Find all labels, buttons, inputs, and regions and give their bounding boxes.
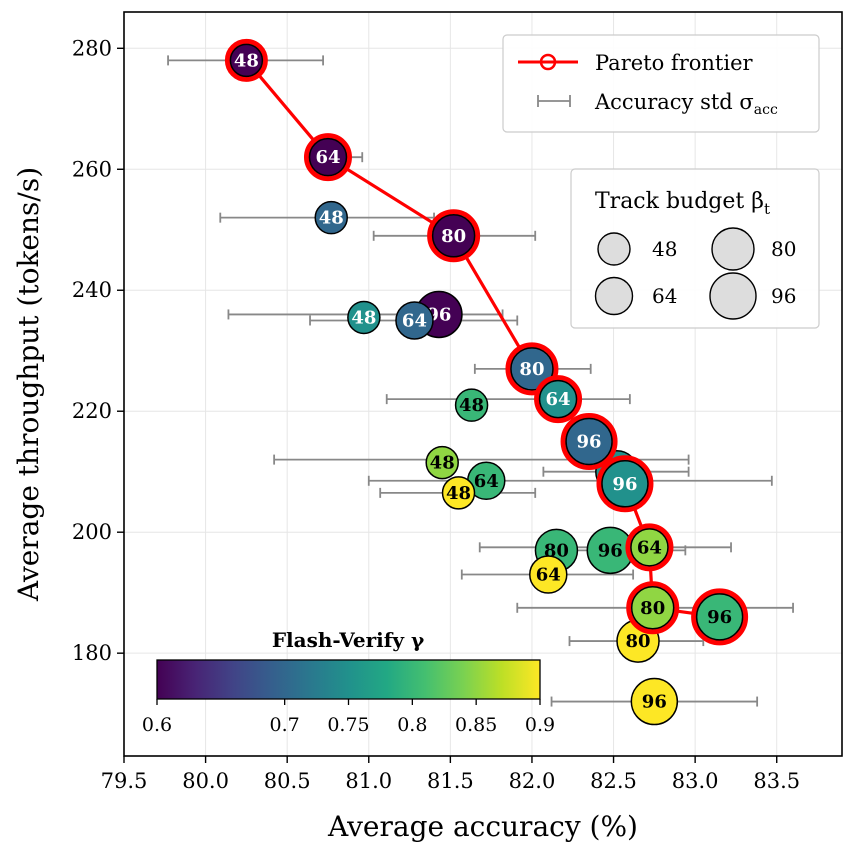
colorbar: Flash-Verify γ 0.6 0.7 0.75 0.8 0.85 0.9 <box>142 628 555 736</box>
data-point <box>695 593 744 641</box>
data-point-label: 64 <box>536 565 561 586</box>
y-tick-label: 260 <box>72 157 112 181</box>
data-point <box>431 214 476 258</box>
pareto-highlight-ring <box>596 455 654 513</box>
data-point <box>510 347 554 391</box>
data-point-label: 48 <box>430 453 455 474</box>
plot-frame <box>123 11 843 757</box>
data-point-label: 64 <box>315 147 340 168</box>
data-point <box>630 677 679 726</box>
colorbar-ticks: 0.6 0.7 0.75 0.8 0.85 0.9 <box>142 699 555 736</box>
size-legend-circle-80 <box>711 227 755 271</box>
size-legend-title: Track budget βt <box>595 189 770 218</box>
legend-pareto-marker-icon <box>539 53 557 71</box>
data-point <box>308 137 348 177</box>
data-point-label: 48 <box>351 307 376 328</box>
pareto-highlight-ring <box>625 523 674 572</box>
data-point <box>395 301 434 340</box>
data-point <box>538 379 578 419</box>
data-point <box>565 417 613 466</box>
y-tick-label: 280 <box>72 36 112 60</box>
data-point-label: 64 <box>402 310 427 331</box>
size-legend-label-64: 64 <box>652 284 677 308</box>
x-axis-ticks: 79.5 80.0 80.5 81.0 81.5 82.0 82.5 83.0 83.5 <box>101 756 800 793</box>
legend-box <box>502 34 820 133</box>
data-point-label: 80 <box>519 359 544 380</box>
data-point-label: 64 <box>474 471 499 492</box>
size-legend-circle-96 <box>709 272 757 320</box>
colorbar-tick-label: 0.9 <box>525 714 555 736</box>
size-legend-label-80: 80 <box>771 237 796 261</box>
size-legend-circle-64 <box>594 276 634 316</box>
colorbar-tick-label: 0.7 <box>270 714 300 736</box>
data-point-label: 48 <box>319 208 344 229</box>
colorbar-tick-label: 0.8 <box>397 714 427 736</box>
data-point <box>601 460 649 508</box>
data-point <box>630 586 675 630</box>
pareto-highlight-ring <box>427 209 481 263</box>
legend-std-label: Accuracy std σacc <box>594 90 778 118</box>
data-point <box>630 528 669 567</box>
x-tick-label: 79.5 <box>101 769 148 793</box>
data-point-label: 96 <box>598 540 623 561</box>
colorbar-tick-label: 0.6 <box>142 714 172 736</box>
data-points: 4880489664488048644880966480964864808064… <box>224 38 749 726</box>
pareto-highlight-ring <box>691 588 749 646</box>
pareto-highlight-ring <box>505 342 559 396</box>
x-tick-label: 82.0 <box>509 769 556 793</box>
data-point-label: 96 <box>642 692 667 713</box>
x-tick-label: 83.0 <box>672 769 719 793</box>
data-point <box>529 555 568 594</box>
size-legend-label-48: 48 <box>652 237 677 261</box>
data-point <box>347 300 381 335</box>
y-tick-label: 240 <box>72 278 112 302</box>
data-point-label: 64 <box>637 537 662 558</box>
data-point <box>314 200 348 235</box>
data-point-label: 48 <box>459 395 484 416</box>
pareto-highlight-ring <box>534 375 583 424</box>
pareto-highlight-ring <box>626 581 680 635</box>
data-point-label: 48 <box>446 483 471 504</box>
y-tick-label: 220 <box>72 399 112 423</box>
colorbar-tick-label: 0.75 <box>327 714 369 736</box>
data-point <box>454 388 489 422</box>
data-point-label: 96 <box>612 474 637 495</box>
y-tick-label: 200 <box>72 520 112 544</box>
data-point <box>425 445 459 480</box>
size-legend-box <box>570 168 820 329</box>
data-point-label: 96 <box>577 431 602 452</box>
pareto-highlight-ring <box>560 412 618 470</box>
x-axis-label: Average accuracy (%) <box>327 810 638 843</box>
y-tick-label: 180 <box>72 641 112 665</box>
size-legend-label-96: 96 <box>771 284 796 308</box>
data-point-label: 80 <box>625 631 650 652</box>
x-tick-label: 81.5 <box>427 769 474 793</box>
size-legend: Track budget βt 48 64 80 96 <box>570 168 820 329</box>
size-legend-circle-48 <box>597 232 631 266</box>
colorbar-tick-label: 0.85 <box>455 714 497 736</box>
data-point-label: 64 <box>546 389 571 410</box>
data-point <box>441 476 476 510</box>
data-point-label: 80 <box>441 226 466 247</box>
x-tick-label: 82.5 <box>590 769 637 793</box>
x-tick-label: 80.5 <box>264 769 311 793</box>
x-tick-label: 83.5 <box>753 769 800 793</box>
x-tick-label: 81.0 <box>345 769 392 793</box>
data-point-label: 48 <box>234 50 259 71</box>
data-point-label: 96 <box>707 607 732 628</box>
colorbar-title: Flash-Verify γ <box>272 628 425 652</box>
pareto-highlight-ring <box>224 38 268 82</box>
y-axis-ticks: 180 200 220 240 260 280 <box>72 36 124 665</box>
x-tick-label: 80.0 <box>182 769 229 793</box>
pareto-highlight-ring <box>303 133 352 182</box>
y-axis-label: Average throughput (tokens/s) <box>12 167 45 602</box>
data-point <box>229 43 264 78</box>
legend-pareto-label: Pareto frontier <box>595 51 753 75</box>
colorbar-gradient <box>156 659 541 700</box>
legend: Pareto frontier Accuracy std σacc <box>502 34 820 133</box>
data-point-label: 80 <box>640 598 665 619</box>
